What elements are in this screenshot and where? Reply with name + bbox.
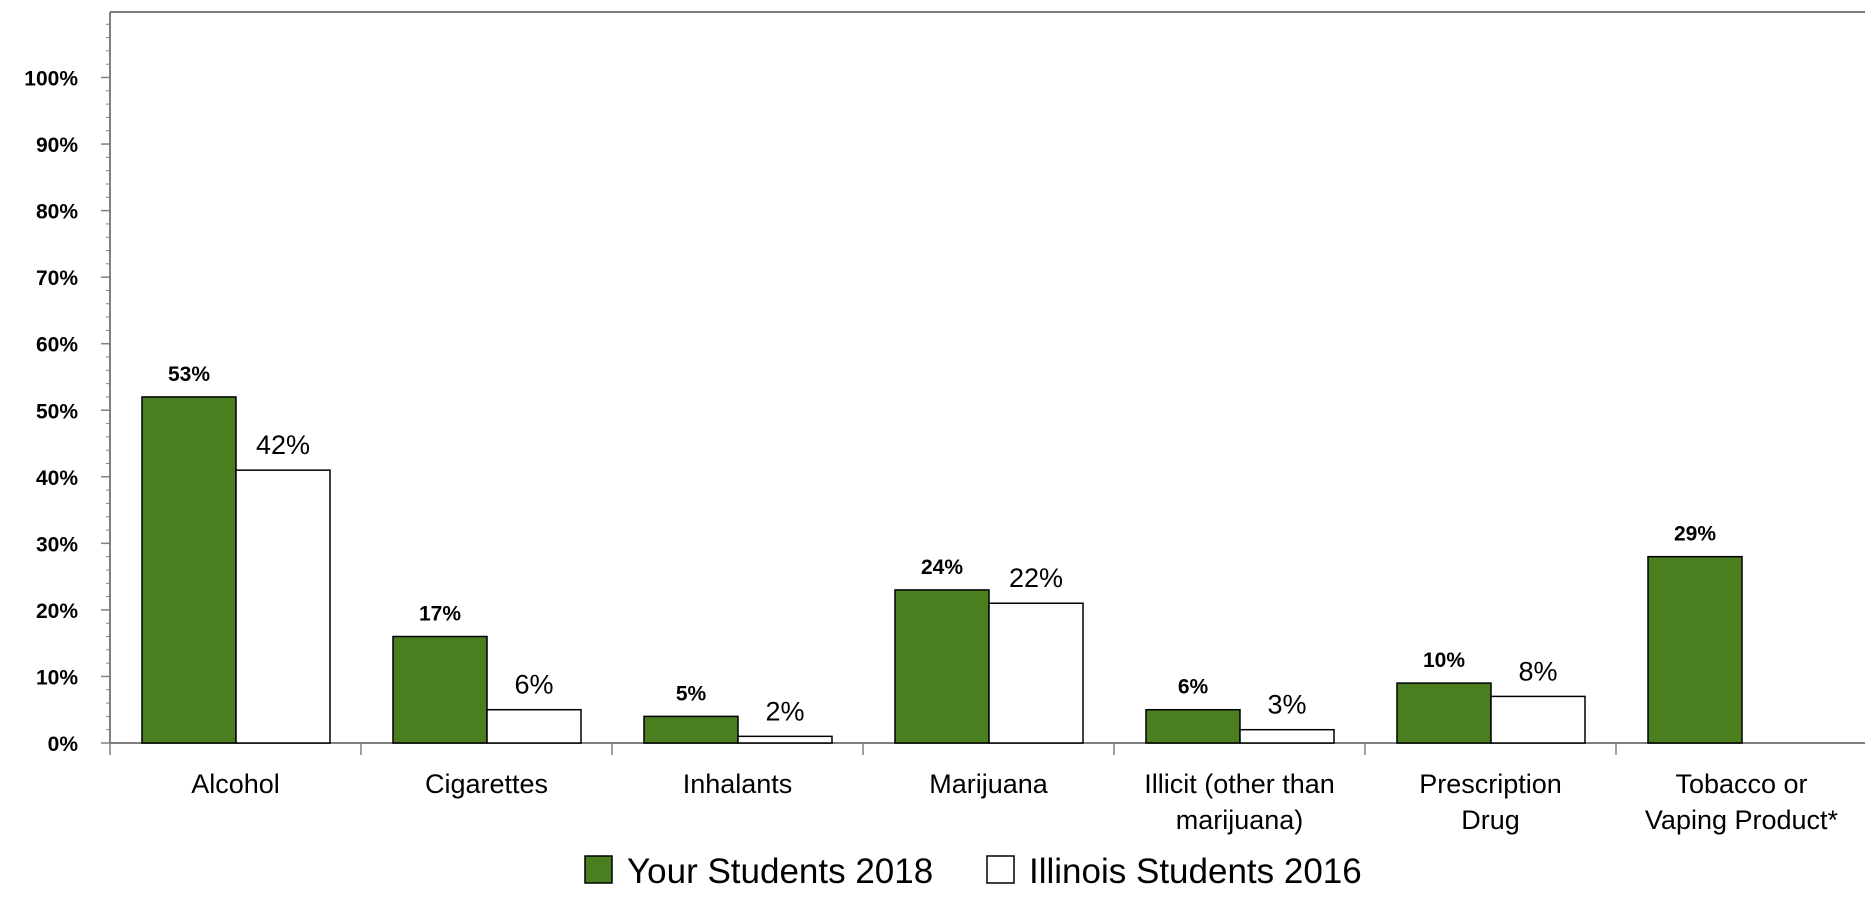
legend-your-students-2018-swatch (585, 856, 612, 883)
y-tick-label: 80% (36, 201, 78, 224)
y-tick-label: 60% (36, 334, 78, 357)
legend-your-students-2018-label: Your Students 2018 (627, 852, 933, 891)
legend: Your Students 2018 Illinois Students 2016 (585, 852, 1362, 891)
bar-illinois-students-2016 (236, 470, 330, 743)
y-tick-label: 50% (36, 400, 78, 423)
data-label: 22% (1009, 563, 1063, 593)
y-tick-label: 20% (36, 600, 78, 623)
data-label: 53% (168, 363, 210, 386)
data-label: 6% (514, 670, 553, 700)
legend-illinois-students-2016-label: Illinois Students 2016 (1029, 852, 1362, 891)
x-category-label: Vaping Product* (1645, 805, 1839, 835)
bar-illinois-students-2016 (989, 603, 1083, 743)
x-category-label: Drug (1461, 805, 1520, 835)
x-category-label: Prescription (1419, 769, 1562, 799)
data-label: 17% (419, 603, 461, 626)
bar-illinois-students-2016 (1491, 696, 1585, 743)
x-category-label: Inhalants (683, 769, 793, 799)
y-tick-label: 70% (36, 267, 78, 290)
data-label: 24% (921, 556, 963, 579)
bar-your-students-2018 (1397, 683, 1491, 743)
data-label: 42% (256, 430, 310, 460)
x-category-label: Marijuana (929, 769, 1049, 799)
data-label: 3% (1267, 690, 1306, 720)
data-label: 29% (1674, 523, 1716, 546)
bar-your-students-2018 (1146, 710, 1240, 743)
bar-illinois-students-2016 (1240, 730, 1334, 743)
y-tick-label: 100% (24, 68, 78, 91)
bar-your-students-2018 (142, 397, 236, 743)
x-category-label: Cigarettes (425, 769, 548, 799)
y-tick-label: 40% (36, 467, 78, 490)
x-category-label: Alcohol (191, 769, 280, 799)
bar-your-students-2018 (1648, 557, 1742, 743)
bar-your-students-2018 (393, 637, 487, 743)
bar-your-students-2018 (644, 716, 738, 743)
legend-illinois-students-2016-swatch (987, 856, 1014, 883)
data-label: 2% (765, 696, 804, 726)
x-category-label: marijuana) (1176, 805, 1304, 835)
data-label: 10% (1423, 649, 1465, 672)
data-label: 8% (1518, 656, 1557, 686)
x-category-label: Tobacco or (1675, 769, 1807, 799)
data-label: 6% (1178, 676, 1209, 699)
bar-illinois-students-2016 (738, 736, 832, 743)
y-tick-label: 10% (36, 666, 78, 689)
bar-your-students-2018 (895, 590, 989, 743)
bar-illinois-students-2016 (487, 710, 581, 743)
y-tick-label: 90% (36, 134, 78, 157)
data-label: 5% (676, 682, 707, 705)
y-tick-label: 0% (48, 733, 79, 756)
x-category-label: Illicit (other than (1144, 769, 1335, 799)
y-tick-label: 30% (36, 533, 78, 556)
